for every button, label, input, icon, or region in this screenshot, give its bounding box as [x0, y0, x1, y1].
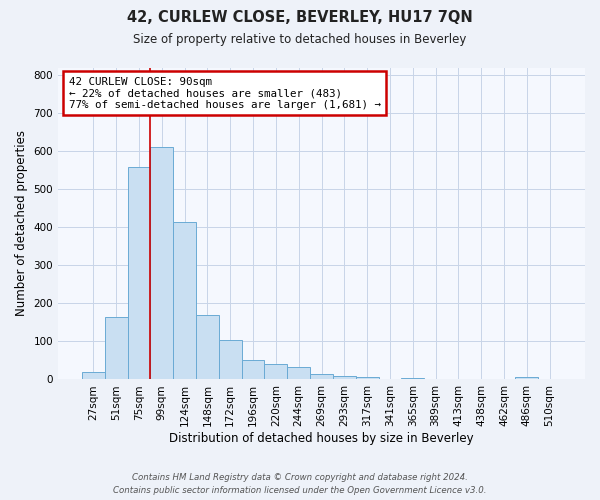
Bar: [310, 374, 333, 380]
Bar: [105, 316, 128, 380]
Bar: [128, 167, 151, 380]
X-axis label: Distribution of detached houses by size in Beverley: Distribution of detached houses by size …: [169, 432, 474, 445]
Bar: [333, 376, 356, 380]
Text: Contains HM Land Registry data © Crown copyright and database right 2024.
Contai: Contains HM Land Registry data © Crown c…: [113, 474, 487, 495]
Y-axis label: Number of detached properties: Number of detached properties: [15, 130, 28, 316]
Bar: [196, 315, 219, 380]
Bar: [265, 364, 287, 380]
Bar: [219, 340, 242, 380]
Bar: [173, 222, 196, 380]
Bar: [515, 377, 538, 380]
Bar: [82, 372, 105, 380]
Bar: [401, 378, 424, 380]
Text: 42, CURLEW CLOSE, BEVERLEY, HU17 7QN: 42, CURLEW CLOSE, BEVERLEY, HU17 7QN: [127, 10, 473, 25]
Bar: [242, 360, 265, 380]
Bar: [356, 377, 379, 380]
Bar: [287, 368, 310, 380]
Bar: [151, 146, 173, 380]
Text: Size of property relative to detached houses in Beverley: Size of property relative to detached ho…: [133, 32, 467, 46]
Text: 42 CURLEW CLOSE: 90sqm
← 22% of detached houses are smaller (483)
77% of semi-de: 42 CURLEW CLOSE: 90sqm ← 22% of detached…: [68, 77, 380, 110]
